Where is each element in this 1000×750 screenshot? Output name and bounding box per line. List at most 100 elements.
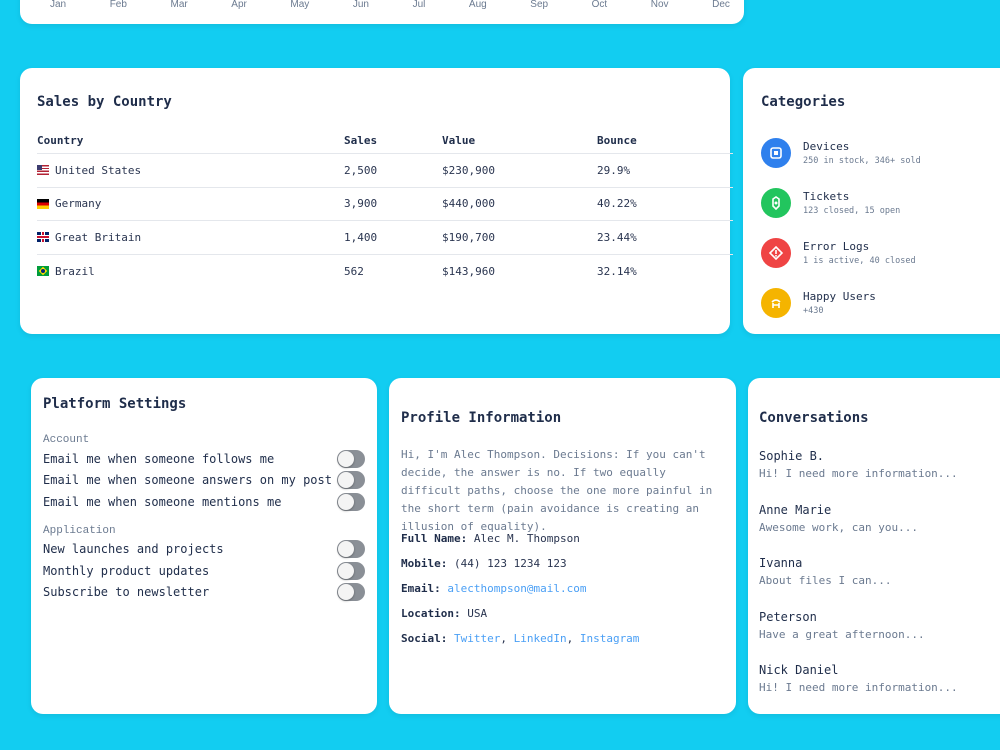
conversation-preview: Hi! I need more information... — [759, 467, 958, 480]
email-row: Email: alecthompson@mail.com — [401, 582, 726, 607]
full-name-label: Full Name: — [401, 532, 468, 545]
list-item[interactable]: Peterson Have a great afternoon... — [759, 610, 958, 664]
category-subtext: 250 in stock, 346+ sold — [803, 156, 921, 166]
header-country: Country — [37, 134, 84, 147]
category-subtext: +430 — [803, 306, 824, 316]
chart-x-axis: Jan Feb Mar Apr May Jun Jul Aug Sep Oct … — [50, 0, 730, 10]
category-item-tickets[interactable]: Tickets 123 closed, 15 open — [761, 178, 921, 228]
value-cell: $230,900 — [442, 163, 495, 177]
conversations-card: Conversations Sophie B. Hi! I need more … — [748, 378, 1000, 714]
full-name-value: Alec M. Thompson — [473, 532, 580, 545]
category-item-error-logs[interactable]: Error Logs 1 is active, 40 closed — [761, 228, 921, 278]
br-flag-icon — [37, 266, 49, 277]
header-bounce: Bounce — [597, 134, 637, 147]
month-tick: Apr — [231, 0, 247, 10]
header-value: Value — [442, 134, 476, 147]
bounce-cell: 29.9% — [597, 163, 631, 177]
bounce-cell: 32.14% — [597, 264, 637, 278]
setting-label: New launches and projects — [43, 542, 224, 557]
month-tick: Sep — [530, 0, 549, 10]
category-name: Happy Users — [803, 290, 876, 303]
list-item[interactable]: Anne Marie Awesome work, can you... — [759, 503, 958, 557]
answers-toggle[interactable] — [337, 471, 365, 490]
conversation-preview: About files I can... — [759, 574, 892, 587]
table-row: Brazil 562 $143,960 32.14% — [37, 255, 733, 289]
list-item[interactable]: Sophie B. Hi! I need more information... — [759, 449, 958, 503]
month-tick: Aug — [468, 0, 487, 10]
category-name: Error Logs — [803, 240, 870, 253]
conversation-preview: Have a great afternoon... — [759, 627, 925, 641]
month-tick: Jul — [412, 0, 426, 10]
location-value: USA — [467, 607, 488, 620]
category-name: Devices — [803, 140, 850, 153]
country-name: Great Britain — [55, 230, 142, 244]
table-row: United States 2,500 $230,900 29.9% — [37, 154, 733, 188]
month-tick: Dec — [712, 0, 730, 10]
device-icon — [761, 138, 791, 168]
mobile-value: (44) 123 1234 123 — [453, 557, 567, 570]
mobile-label: Mobile: — [401, 557, 448, 570]
value-cell: $440,000 — [442, 197, 495, 211]
social-row: Social: Twitter, LinkedIn, Instagram — [401, 632, 640, 645]
location-row: Location: USA — [401, 607, 726, 632]
setting-row-launches: New launches and projects — [43, 539, 365, 561]
list-item[interactable]: Nick Daniel Hi! I need more information.… — [759, 663, 958, 717]
us-flag-icon — [37, 165, 49, 176]
setting-label: Monthly product updates — [43, 563, 210, 578]
settings-body: Account Email me when someone follows me… — [43, 434, 365, 603]
newsletter-toggle[interactable] — [337, 583, 365, 602]
conversation-name: Nick Daniel — [759, 663, 839, 677]
sales-cell: 2,500 — [344, 163, 378, 177]
error-icon — [761, 238, 791, 268]
sales-cell: 3,900 — [344, 197, 378, 211]
bounce-cell: 40.22% — [597, 197, 637, 211]
gb-flag-icon — [37, 232, 49, 243]
twitter-link[interactable]: Twitter — [453, 632, 501, 645]
setting-row-follows: Email me when someone follows me — [43, 448, 365, 470]
platform-settings-card: Platform Settings Account Email me when … — [31, 378, 377, 714]
conversation-name: Peterson — [759, 609, 817, 624]
sales-cell: 1,400 — [344, 230, 378, 244]
category-name: Tickets — [803, 190, 850, 203]
linkedin-link[interactable]: LinkedIn — [513, 632, 567, 645]
month-tick: Oct — [591, 0, 608, 10]
account-section-label: Account — [43, 434, 90, 446]
bounce-cell: 23.44% — [597, 230, 637, 244]
launches-toggle[interactable] — [337, 540, 365, 559]
happy-users-icon — [761, 288, 791, 318]
country-name: United States — [55, 163, 142, 177]
follows-toggle[interactable] — [337, 449, 365, 468]
conversation-preview: Hi! I need more information... — [759, 681, 958, 694]
application-section-label: Application — [43, 524, 116, 537]
value-cell: $190,700 — [442, 230, 495, 244]
location-label: Location: — [401, 607, 461, 620]
settings-title: Platform Settings — [43, 396, 187, 412]
conversation-name: Sophie B. — [759, 449, 825, 463]
categories-title: Categories — [761, 94, 846, 110]
table-header: Country Sales Value Bounce — [37, 128, 733, 154]
mobile-row: Mobile: (44) 123 1234 123 — [401, 557, 726, 582]
instagram-link[interactable]: Instagram — [579, 632, 640, 645]
list-item[interactable]: Ivanna About files I can... — [759, 556, 958, 610]
ticket-icon — [761, 188, 791, 218]
setting-row-updates: Monthly product updates — [43, 560, 365, 582]
categories-card: Categories Devices 250 in stock, 346+ so… — [743, 68, 1000, 334]
header-sales: Sales — [344, 134, 378, 147]
table-row: Great Britain 1,400 $190,700 23.44% — [37, 221, 733, 255]
email-link[interactable]: alecthompson@mail.com — [447, 582, 587, 595]
setting-row-answers: Email me when someone answers on my post — [43, 470, 365, 492]
sales-by-country-card: Sales by Country Country Sales Value Bou… — [20, 68, 733, 334]
categories-list: Devices 250 in stock, 346+ sold Tickets … — [761, 128, 921, 328]
month-tick: Feb — [109, 0, 127, 10]
de-flag-icon — [37, 198, 49, 209]
updates-toggle[interactable] — [337, 561, 365, 580]
category-item-happy-users[interactable]: Happy Users +430 — [761, 278, 921, 328]
sales-cell: 562 — [344, 264, 364, 278]
sales-card-title: Sales by Country — [37, 94, 172, 110]
email-label: Email: — [401, 582, 441, 595]
conversation-name: Anne Marie — [759, 502, 832, 517]
category-item-devices[interactable]: Devices 250 in stock, 346+ sold — [761, 128, 921, 178]
mentions-toggle[interactable] — [337, 492, 365, 511]
profile-information-card: Profile Information Hi, I'm Alec Thompso… — [389, 378, 736, 714]
profile-details: Full Name: Alec M. Thompson Mobile: (44)… — [401, 532, 726, 657]
